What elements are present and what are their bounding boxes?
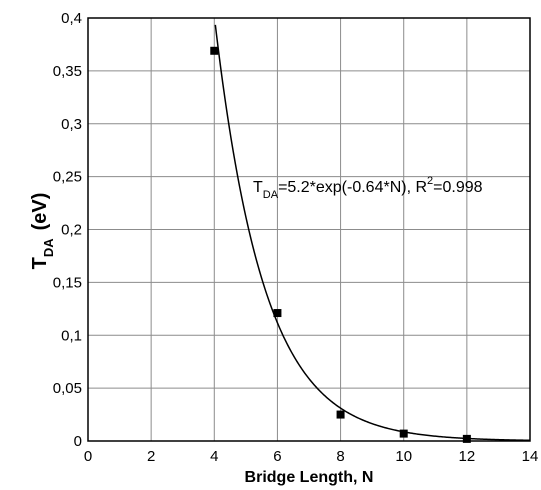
x-tick-label: 2 [147,448,155,465]
y-axis-ticks: 0 0,05 0,1 0,15 0,2 0,25 0,3 0,35 0,4 [53,10,82,450]
x-tick-label: 4 [210,448,218,465]
x-tick-label: 14 [522,448,539,465]
y-axis-title: TDA(eV) [29,193,56,270]
plot-frame [87,17,531,442]
x-axis-title: Bridge Length, N [245,469,374,486]
fit-annotation: TDA=5.2*exp(-0.64*N), R2=0.998 [253,175,483,201]
y-tick-label: 0 [74,433,82,450]
data-point [210,46,219,55]
y-tick-label: 0,1 [61,327,82,344]
data-point [336,410,345,419]
y-tick-label: 0,4 [61,10,82,27]
y-tick-label: 0,15 [53,274,82,291]
data-points [210,46,471,443]
data-point [273,309,282,318]
y-tick-label: 0,05 [53,380,82,397]
y-tick-label: 0,35 [53,63,82,80]
fit-curve [214,24,531,442]
x-tick-label: 0 [84,448,92,465]
y-tick-label: 0,3 [61,116,82,133]
x-tick-label: 6 [273,448,281,465]
y-tick-label: 0,25 [53,169,82,186]
x-axis-ticks: 0 2 4 6 8 10 12 14 [84,448,539,465]
y-tick-label: 0,2 [61,222,82,239]
x-tick-label: 8 [336,448,344,465]
data-point [399,429,408,438]
x-tick-label: 12 [459,448,476,465]
data-point [462,434,471,443]
x-tick-label: 10 [395,448,412,465]
grid-lines [88,18,530,441]
